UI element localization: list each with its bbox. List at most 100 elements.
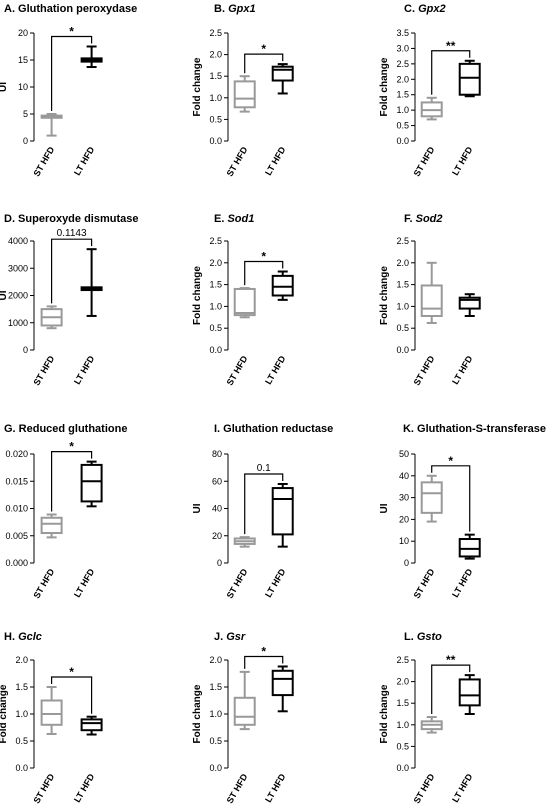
x-tick-label: LT HFD	[72, 772, 97, 805]
y-tick-label: 60	[212, 476, 222, 486]
y-tick-label: 2.5	[396, 59, 409, 69]
chart-title: G. Reduced gluthatione	[4, 423, 127, 435]
x-tick-label: ST HFD	[31, 354, 56, 388]
significance-bracket	[51, 451, 93, 512]
y-tick-label: 2000	[8, 291, 28, 301]
y-tick-label: 1.0	[209, 301, 222, 311]
x-tick-label: LT HFD	[72, 145, 97, 178]
y-axis-label: UI	[192, 503, 203, 513]
y-tick-label: 4000	[8, 236, 28, 246]
y-tick-label: 2.0	[396, 258, 409, 268]
significance-bracket	[244, 655, 284, 669]
x-tick-label: LT HFD	[263, 145, 288, 178]
box	[80, 463, 103, 503]
box	[40, 516, 63, 535]
significance-bracket	[431, 664, 471, 715]
x-tick-label: LT HFD	[450, 772, 475, 805]
chart-title: J. Gsr	[214, 631, 246, 643]
chart-title: L. Gsto	[404, 631, 442, 643]
y-tick-label: 40	[212, 504, 222, 514]
title-gene: Gsr	[226, 631, 246, 643]
x-tick-label: ST HFD	[31, 772, 56, 806]
significance-bracket	[51, 238, 93, 304]
y-tick-label: 2.0	[396, 677, 409, 687]
title-prefix: F.	[404, 213, 416, 225]
significance-bracket	[244, 260, 284, 286]
y-axis-label: UI	[0, 290, 9, 300]
y-tick-label: 0.5	[209, 114, 222, 124]
y-axis-label: Fold change	[192, 266, 203, 325]
box	[458, 538, 481, 558]
y-tick-label: 0.015	[5, 476, 28, 486]
y-tick-label: 0.5	[209, 323, 222, 333]
box	[233, 696, 256, 726]
y-tick-label: 3000	[8, 263, 28, 273]
box	[40, 699, 63, 726]
x-tick-label: ST HFD	[225, 354, 250, 388]
y-tick-label: 0.005	[5, 531, 28, 541]
x-tick-label: ST HFD	[412, 772, 437, 806]
y-tick-label: 1.5	[396, 90, 409, 100]
y-tick-label: 50	[399, 449, 409, 459]
significance-bracket	[431, 50, 471, 95]
x-tick-label: ST HFD	[31, 567, 56, 601]
title-gene: Gclc	[18, 631, 42, 643]
box	[271, 487, 294, 536]
x-tick-label: LT HFD	[450, 567, 475, 600]
significance-label: 0.1143	[57, 228, 87, 239]
chart-title: A. Gluthation peroxydase	[4, 3, 137, 15]
x-tick-label: ST HFD	[225, 145, 250, 179]
x-tick-label: ST HFD	[412, 567, 437, 601]
y-tick-label: 2.0	[209, 258, 222, 268]
x-tick-label: ST HFD	[412, 354, 437, 388]
y-tick-label: 0.0	[209, 345, 222, 355]
y-tick-label: 0	[217, 558, 222, 568]
y-axis-label: Fold change	[379, 57, 390, 116]
significance-label: *	[261, 250, 266, 264]
significance-bracket	[244, 53, 284, 74]
title-prefix: B.	[214, 3, 228, 15]
y-axis-label: Fold change	[379, 684, 390, 743]
x-tick-label: ST HFD	[225, 567, 250, 601]
significance-bracket	[431, 465, 471, 532]
box	[458, 62, 481, 96]
y-tick-label: 30	[399, 493, 409, 503]
title-gene: Gpx1	[228, 3, 256, 15]
y-tick-label: 1.5	[209, 682, 222, 692]
y-tick-label: 1.0	[209, 93, 222, 103]
x-tick-label: ST HFD	[412, 145, 437, 179]
x-tick-label: ST HFD	[225, 772, 250, 806]
title-prefix: H.	[4, 631, 18, 643]
y-tick-label: 3.0	[396, 43, 409, 53]
y-tick-label: 0.0	[396, 136, 409, 146]
x-tick-label: LT HFD	[263, 354, 288, 387]
y-tick-label: 20	[18, 28, 28, 38]
significance-label: *	[69, 440, 74, 454]
title-prefix: E.	[214, 213, 227, 225]
y-tick-label: 0.5	[209, 736, 222, 746]
y-tick-label: 1.0	[396, 105, 409, 115]
y-tick-label: 20	[212, 531, 222, 541]
y-tick-label: 1000	[8, 318, 28, 328]
title-gene: Sod1	[227, 213, 254, 225]
title-prefix: J.	[214, 631, 226, 643]
x-tick-label: ST HFD	[31, 145, 56, 179]
y-tick-label: 0.010	[5, 504, 28, 514]
box	[233, 80, 256, 109]
y-tick-label: 0.0	[396, 763, 409, 773]
y-tick-label: 1.5	[396, 698, 409, 708]
x-tick-label: LT HFD	[72, 354, 97, 387]
y-tick-label: 2.5	[209, 28, 222, 38]
significance-bracket	[51, 35, 93, 111]
x-tick-label: LT HFD	[450, 354, 475, 387]
y-tick-label: 5	[23, 109, 28, 119]
significance-bracket	[244, 473, 284, 535]
y-tick-label: 0.0	[209, 136, 222, 146]
y-tick-label: 80	[212, 449, 222, 459]
y-tick-label: 1.0	[396, 301, 409, 311]
title-prefix: C.	[404, 3, 418, 15]
box	[271, 65, 294, 82]
y-tick-label: 0.020	[5, 449, 28, 459]
